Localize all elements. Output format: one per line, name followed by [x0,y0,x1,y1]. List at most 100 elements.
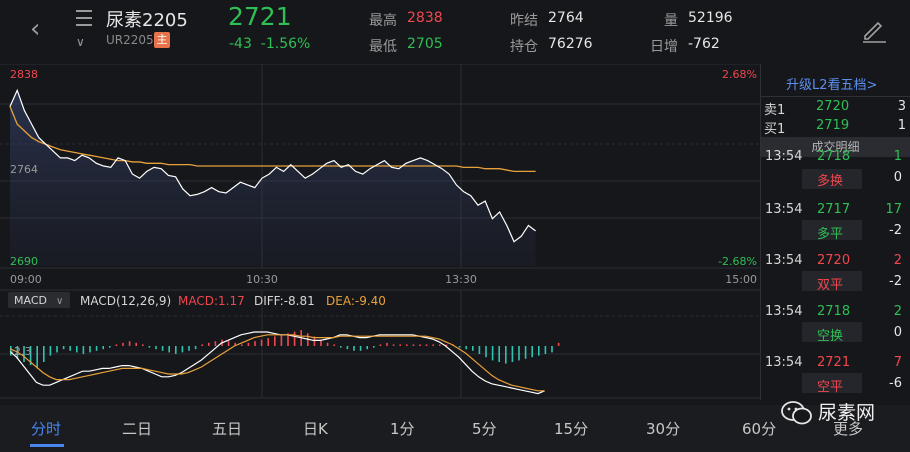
macd-bar [386,342,388,346]
tab-30min[interactable]: 30分 [646,420,681,438]
divider [761,96,910,97]
x-tick-1500: 15:00 [725,273,757,286]
bid-row: 买1 2719 1 [764,116,910,138]
macd-bar [234,342,236,346]
macd-params: MACD(12,26,9) [80,294,171,308]
macd-bar [260,339,263,346]
trade-type: 空平 [817,380,844,395]
tab-60min[interactable]: 60分 [742,420,777,438]
indicator-selector[interactable] [8,292,70,308]
chevron-down-icon[interactable]: ∨ [76,35,85,49]
y-label-top: 2838 [10,68,38,81]
high-value: 2838 [407,10,443,26]
macd-bar [340,346,342,348]
macd-bar [505,346,507,364]
trade-row: 13:54 2717 17 多平 -2 [761,194,910,244]
chevron-left-icon[interactable]: ‹ [30,14,41,44]
trade-type: 多换 [817,174,844,189]
trade-detail-header[interactable]: 成交明细 [761,137,910,157]
trade-type: 双平 [817,278,844,293]
trade-type-bg [802,322,862,342]
macd-bar [135,342,137,346]
macd-bar [366,346,368,350]
watermark-text: 尿素网 [818,402,876,424]
menu-icon[interactable] [76,10,92,31]
macd-bar [439,344,441,346]
volume-value: 52196 [688,10,733,26]
macd-bar [491,346,494,361]
macd-bar [122,342,124,346]
tab-two-day[interactable]: 二日 [122,420,153,438]
trade-time: 13:54 [765,304,803,319]
bid-label: 买1 [764,122,786,137]
trade-oi-change: -6 [889,376,902,391]
low-value: 2705 [407,36,443,52]
macd-bar [128,341,131,346]
macd-bar [425,344,428,346]
change-pct: -1.56% [260,36,311,52]
macd-bar [168,346,170,353]
macd-bar [531,346,533,358]
prev-settle-label: 昨结 [510,13,538,29]
macd-bar [62,346,65,350]
trade-row: 13:54 2718 1 多换 0 [761,141,910,191]
macd-bar [392,344,395,346]
macd-bar [551,346,553,353]
tab-intraday[interactable]: 分时 [31,420,62,438]
diff-value: DIFF:-8.81 [254,294,315,308]
trade-row: 13:54 2720 2 双平 -2 [761,245,910,295]
macd-bar [10,346,12,356]
macd-bar [557,342,560,346]
bid-qty: 1 [897,118,906,133]
macd-bar [201,344,203,346]
macd-value: MACD:1.17 [178,294,245,308]
macd-bar [538,346,540,356]
tab-five-day[interactable]: 五日 [212,420,243,438]
macd-bar [161,346,164,351]
contract-name[interactable]: 尿素2205 [106,10,188,31]
macd-bar [43,346,45,362]
indicator-selector-label: MACD [14,294,47,307]
tab-15min[interactable]: 15分 [554,420,589,438]
wechat-icon [781,401,812,425]
trade-qty: 17 [885,202,902,217]
open-interest-label: 持仓 [510,39,538,55]
macd-bar [399,344,401,346]
trade-type-bg [802,220,862,240]
bid-price: 2719 [816,118,850,133]
macd-bar [359,346,362,351]
macd-bar [36,346,38,369]
macd-bar [56,346,58,353]
trade-type: 多平 [817,227,844,242]
trade-qty: 7 [893,355,902,370]
macd-bar [406,344,408,346]
macd-bar [247,342,250,346]
open-interest-value: 76276 [548,36,593,52]
macd-bar [142,344,144,346]
macd-bar [320,339,322,346]
ask-price: 2720 [816,99,850,114]
tab-5min[interactable]: 5分 [472,420,497,438]
tab-daily-k[interactable]: 日K [303,420,328,438]
average-price-line [9,106,536,173]
macd-bar [293,331,296,346]
macd-bar [458,346,461,348]
macd-bar [419,344,421,346]
macd-bar [208,342,210,346]
trade-type: 空换 [817,329,844,344]
trade-row: 13:54 2721 7 空平 -6 [761,347,910,397]
x-tick-1330: 13:30 [445,273,477,286]
ask-row: 卖1 2720 3 [764,97,910,119]
trade-oi-change: -2 [889,274,902,289]
ask-label: 卖1 [764,103,786,118]
upgrade-l2-link[interactable]: 升级L2看五档> [786,78,878,93]
intraday-chart[interactable]: 2838 2764 2690 2.68% -2.68% 09:00 10:30 … [0,64,760,400]
main-contract-badge: 主 [154,32,170,48]
trade-price: 2717 [817,202,851,217]
change-value: -43 [229,36,252,52]
edit-icon[interactable] [860,16,888,44]
macd-bar [109,346,111,348]
prev-settle-value: 2764 [548,10,584,26]
tab-1min[interactable]: 1分 [390,420,415,438]
tab-more[interactable]: 更多 [833,420,864,438]
